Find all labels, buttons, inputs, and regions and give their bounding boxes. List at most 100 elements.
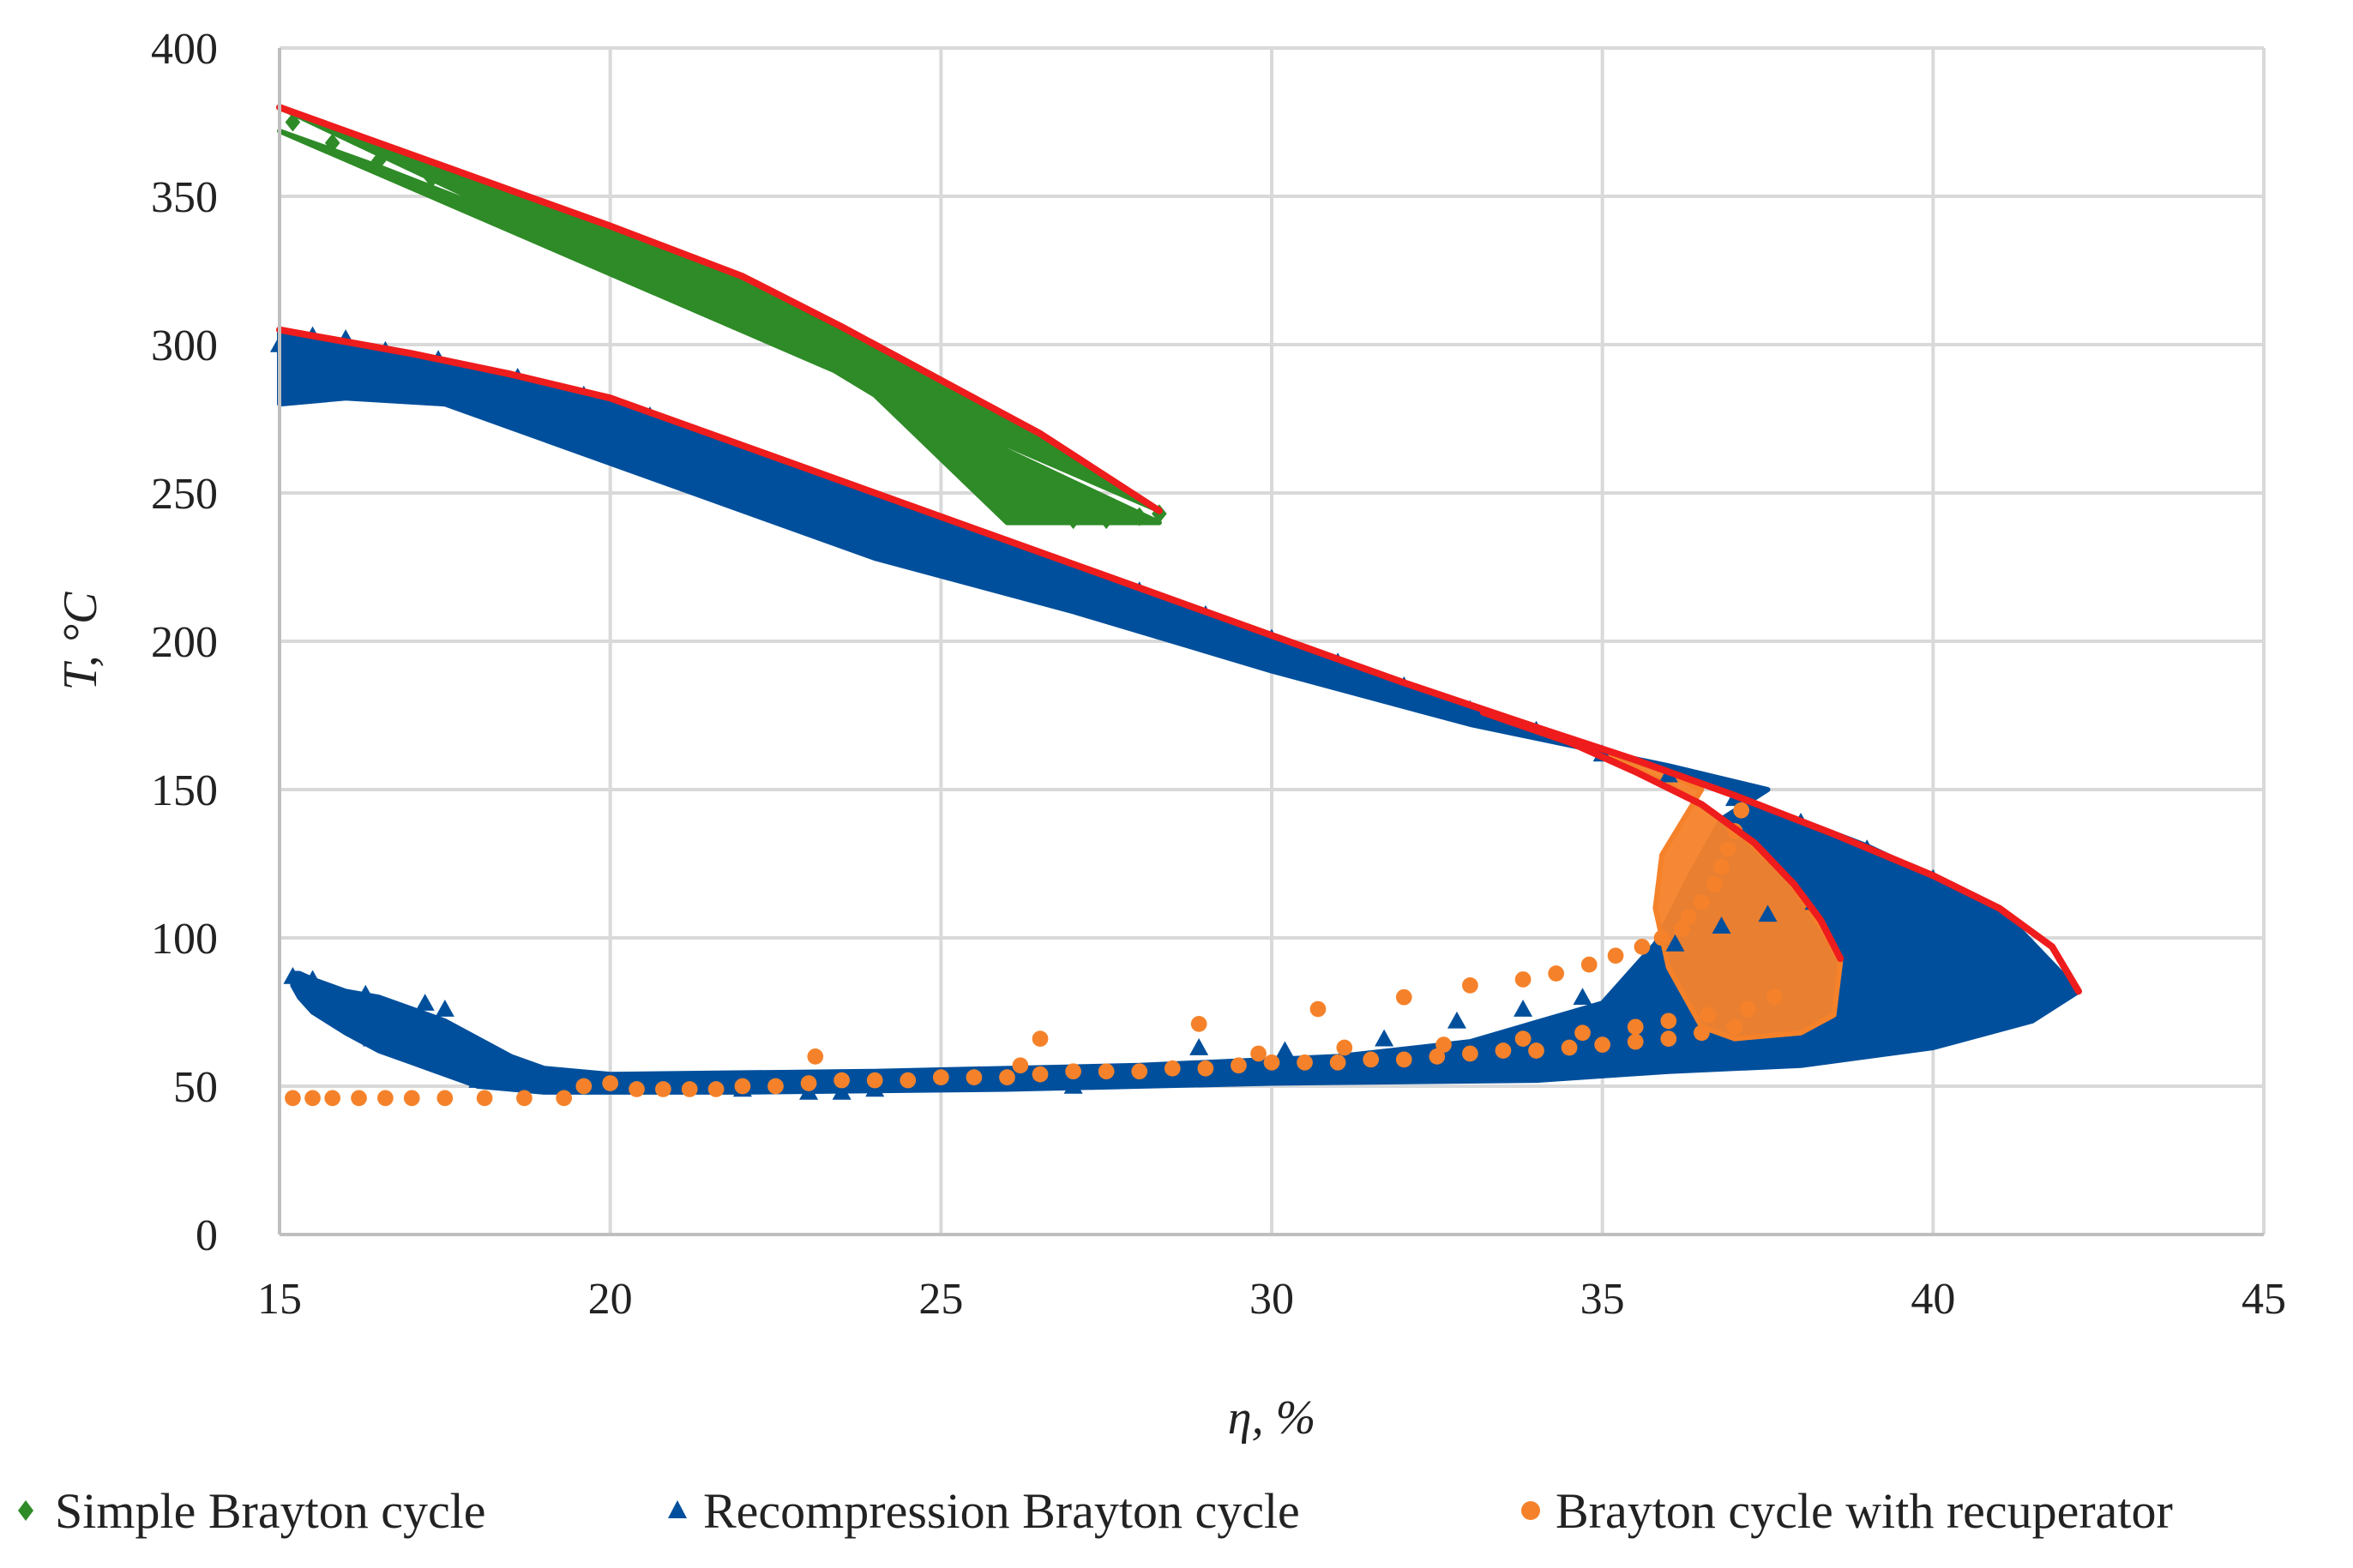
tick-labels: 15 20 25 30 35 40 45 0 50 100 150 200 250 300 350 400: [151, 25, 2286, 1324]
marker-recompression: [2043, 964, 2062, 982]
marker-recuperator: [1435, 1036, 1452, 1053]
legend: Simple Brayton cycle Recompression Brayt…: [18, 1483, 2173, 1539]
marker-recuperator: [1660, 1012, 1677, 1030]
legend-item-recuperator: Brayton cycle with recuperator: [1521, 1483, 2173, 1539]
marker-recompression: [1573, 988, 1592, 1005]
marker-recuperator: [767, 1078, 784, 1095]
marker-simple: [880, 373, 896, 393]
x-tick-label: 45: [2242, 1275, 2286, 1324]
marker-recuperator: [1032, 1066, 1049, 1083]
marker-recompression: [1375, 1029, 1394, 1047]
marker-recompression: [468, 1071, 488, 1088]
marker-recuperator: [1131, 1063, 1148, 1080]
marker-simple: [920, 400, 936, 420]
marker-recompression: [759, 454, 779, 472]
marker-simple: [589, 228, 605, 248]
marker-recuperator: [1329, 1054, 1346, 1071]
marker-recompression: [2002, 937, 2022, 955]
marker-recompression: [283, 966, 303, 984]
x-tick-label: 30: [1249, 1275, 1294, 1324]
marker-recuperator: [1700, 1006, 1717, 1024]
marker-recompression: [415, 994, 435, 1011]
marker-recompression: [1758, 904, 1778, 922]
marker-recompression: [1004, 539, 1024, 557]
simple-envelope: [276, 104, 1163, 514]
marker-recompression: [395, 1038, 415, 1055]
marker-recuperator: [304, 1090, 321, 1107]
marker-recuperator: [1429, 1048, 1446, 1065]
x-tick-label: 35: [1580, 1275, 1625, 1324]
marker-recompression: [832, 1082, 852, 1100]
marker-recuperator: [1548, 965, 1565, 982]
legend-marker-diamond: [18, 1500, 33, 1521]
y-tick-label: 300: [151, 321, 218, 370]
marker-recuperator: [629, 1081, 645, 1097]
x-tick-label: 25: [918, 1275, 963, 1324]
recompression-envelope: [276, 326, 2082, 995]
marker-simple: [285, 112, 301, 132]
marker-recuperator: [1528, 1042, 1544, 1059]
marker-recuperator: [476, 1090, 493, 1107]
y-tick-label: 100: [151, 915, 218, 964]
marker-recuperator: [1694, 1024, 1710, 1042]
marker-recuperator: [436, 1090, 454, 1107]
marker-recuperator: [1065, 1063, 1081, 1080]
y-tick-label: 250: [151, 470, 218, 519]
marker-recompression: [1189, 1038, 1209, 1055]
legend-marker-triangle: [668, 1500, 687, 1518]
marker-recuperator: [1495, 1042, 1512, 1059]
marker-simple: [1098, 510, 1114, 530]
marker-recuperator: [1627, 1033, 1644, 1050]
marker-recuperator: [556, 1090, 573, 1107]
marker-simple: [999, 466, 1015, 485]
x-axis-title: η, %: [1228, 1391, 1315, 1445]
marker-recompression: [812, 474, 832, 492]
marker-recuperator: [1297, 1054, 1313, 1071]
marker-recuperator: [1627, 1018, 1644, 1036]
marker-recuperator: [1733, 802, 1749, 819]
marker-recompression: [1665, 934, 1685, 952]
marker-recuperator: [1395, 1051, 1412, 1068]
marker-recompression: [1857, 884, 1877, 901]
marker-recuperator: [1395, 988, 1412, 1006]
marker-recuperator: [1594, 1036, 1611, 1053]
marker-recompression: [362, 1029, 382, 1047]
marker-recuperator: [1462, 977, 1478, 994]
legend-label-recuperator: Brayton cycle with recuperator: [1556, 1483, 2173, 1539]
marker-recompression: [356, 984, 376, 1002]
marker-recompression: [1514, 1000, 1533, 1017]
axes: [278, 48, 2264, 1236]
marker-recuperator: [681, 1081, 698, 1097]
marker-recompression: [1063, 1077, 1083, 1094]
marker-recompression: [303, 970, 322, 988]
marker-recuperator: [1694, 894, 1710, 910]
marker-recuperator: [734, 1078, 751, 1095]
marker-recuperator: [1653, 929, 1670, 946]
legend-item-recompression: Recompression Brayton cycle: [668, 1483, 1300, 1539]
marker-simple: [1032, 498, 1048, 518]
marker-recompression: [1447, 1011, 1466, 1029]
marker-recuperator: [1012, 1057, 1029, 1074]
y-tick-label: 50: [173, 1063, 218, 1112]
x-tick-label: 15: [257, 1275, 302, 1324]
marker-recuperator: [1680, 909, 1697, 926]
marker-simple: [470, 187, 486, 206]
marker-recuperator: [1580, 956, 1598, 973]
y-tick-label: 0: [196, 1211, 218, 1260]
marker-simple: [635, 246, 652, 266]
legend-item-simple: Simple Brayton cycle: [18, 1483, 486, 1539]
marker-simple: [689, 267, 704, 286]
marker-recompression: [1956, 913, 1976, 931]
marker-recuperator: [377, 1090, 394, 1107]
marker-recuperator: [324, 1090, 341, 1107]
marker-recuperator: [999, 1069, 1015, 1085]
legend-label-simple: Simple Brayton cycle: [55, 1483, 486, 1539]
marker-simple: [509, 198, 526, 218]
marker-simple: [550, 213, 565, 233]
marker-simple: [1065, 510, 1081, 530]
marker-simple: [324, 133, 340, 153]
marker-recuperator: [1514, 971, 1532, 988]
marker-recompression: [435, 1053, 454, 1071]
marker-recuperator: [351, 1090, 367, 1107]
